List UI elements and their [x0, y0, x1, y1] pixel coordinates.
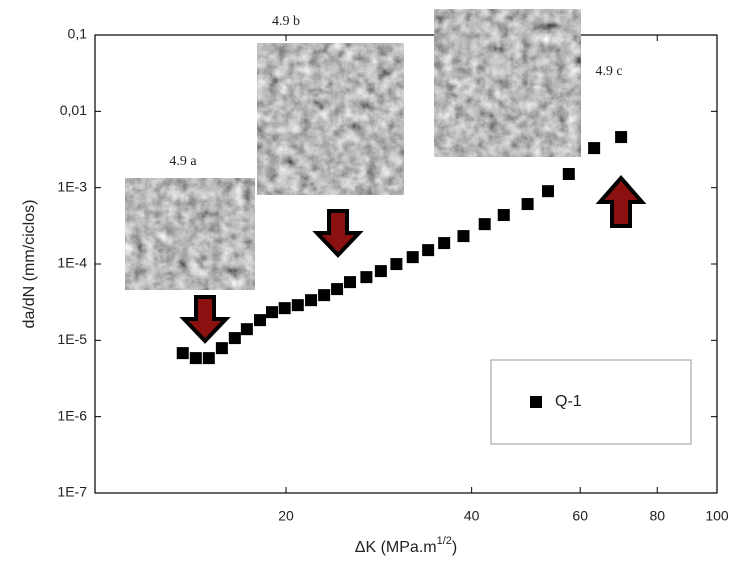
x-tick-label: 100: [705, 508, 729, 524]
point: [344, 276, 357, 289]
point: [331, 283, 344, 296]
point: [189, 352, 202, 365]
annotation: 4.9 b: [272, 14, 300, 29]
point: [497, 209, 510, 222]
micrograph-b: [257, 43, 404, 195]
y-tick-label: 0,1: [68, 26, 88, 42]
y-tick-label: 1E-4: [57, 255, 87, 271]
legend-box: [490, 359, 692, 445]
x-label-close: ): [452, 539, 457, 556]
x-tick-label: 80: [649, 508, 665, 524]
y-tick-label: 0,01: [60, 102, 87, 118]
point: [478, 218, 491, 231]
micrograph-a: [125, 178, 255, 290]
point: [240, 323, 253, 336]
y-tick-label: 1E-3: [57, 178, 87, 194]
x-axis-label: ΔK (MPa.m1/2): [355, 535, 457, 556]
point: [615, 131, 628, 144]
legend-marker: [530, 396, 542, 408]
y-axis-label: da/dN (mm/ciclos): [21, 200, 38, 329]
point: [374, 265, 387, 278]
micrograph-c: [434, 9, 581, 157]
point: [438, 237, 451, 250]
x-label-sup: 1/2: [437, 535, 452, 547]
y-tick-label: 1E-5: [57, 331, 87, 347]
point: [254, 314, 267, 327]
point: [291, 299, 304, 312]
point: [588, 142, 601, 155]
point: [562, 168, 575, 181]
y-tick-label: 1E-6: [57, 407, 87, 423]
point: [422, 244, 435, 257]
plot: 1E-7 1E-6 1E-5 1E-4 1E-3 0,01 0,1 20 40 60 80 100: [57, 26, 728, 524]
point: [521, 198, 534, 211]
point: [390, 258, 403, 271]
point: [202, 352, 215, 365]
point: [457, 230, 470, 243]
arrow-down: [179, 295, 231, 344]
y-tick-label: 1E-7: [57, 484, 87, 500]
point: [406, 251, 419, 264]
point: [278, 302, 291, 315]
point: [360, 271, 373, 284]
point: [228, 332, 241, 345]
point: [305, 294, 318, 307]
x-label-main: ΔK (MPa.m: [355, 539, 437, 556]
legend-label: Q-1: [555, 393, 582, 410]
point: [176, 347, 189, 360]
point: [318, 289, 331, 302]
x-tick-label: 40: [464, 508, 480, 524]
point: [541, 185, 554, 198]
annotation: 4.9 c: [595, 64, 622, 79]
annotation: 4.9 a: [169, 154, 197, 169]
x-tick-label: 20: [278, 508, 294, 524]
arrow-down: [312, 209, 364, 258]
point: [266, 306, 279, 319]
arrow-up: [595, 174, 647, 228]
x-tick-label: 60: [572, 508, 588, 524]
point: [215, 342, 228, 355]
